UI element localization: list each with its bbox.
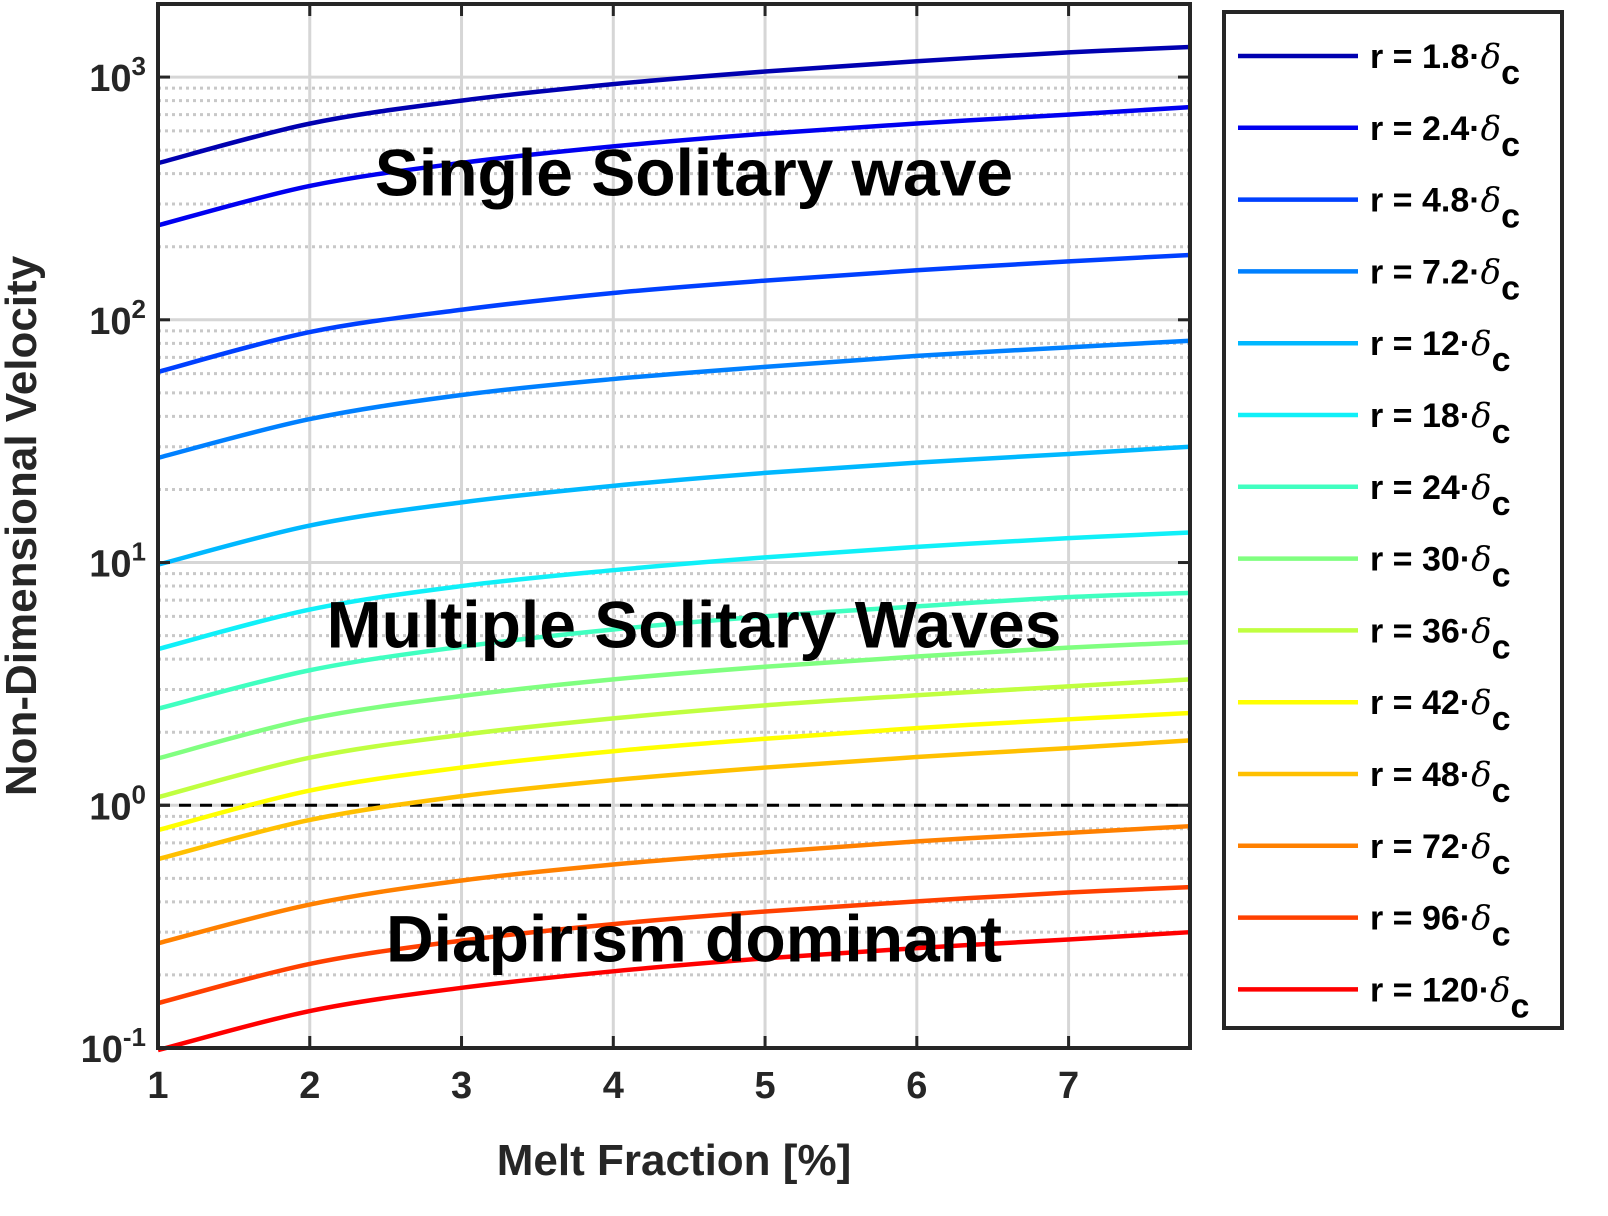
legend-label: r = 1.8·δc — [1370, 37, 1520, 92]
series-line — [157, 44, 1191, 166]
legend-label: r = 30·δc — [1370, 540, 1511, 595]
series-line — [157, 677, 1191, 800]
series-line — [157, 444, 1191, 567]
legend-label: r = 48·δc — [1370, 755, 1511, 810]
legend-label: r = 96·δc — [1370, 899, 1511, 954]
series-line — [157, 884, 1191, 1006]
x-tick-label: 1 — [147, 1065, 168, 1107]
legend-box — [1222, 10, 1564, 1030]
x-tick-label: 7 — [1058, 1065, 1079, 1107]
legend-label: r = 12·δc — [1370, 324, 1511, 379]
legend-label: r = 7.2·δc — [1370, 252, 1520, 307]
series-line — [157, 530, 1191, 652]
legend-label: r = 42·δc — [1370, 683, 1511, 738]
legend-label: r = 72·δc — [1370, 827, 1511, 882]
y-tick-label: 101 — [89, 537, 146, 586]
plot-frame — [156, 2, 1192, 1050]
series-line — [157, 639, 1191, 761]
legend-label: r = 18·δc — [1370, 396, 1511, 451]
y-tick-label: 100 — [89, 779, 146, 828]
series-line — [157, 252, 1191, 375]
x-tick-label: 5 — [754, 1065, 775, 1107]
annotations: Single Solitary wave Multiple Solitary Wa… — [327, 136, 1062, 976]
y-tick-label: 103 — [89, 51, 146, 100]
series-line — [157, 590, 1191, 711]
annotation-text: Multiple Solitary Waves — [327, 588, 1062, 662]
legend-label: r = 120·δc — [1370, 970, 1529, 1025]
series-line — [157, 738, 1191, 862]
annotation-text: Single Solitary wave — [375, 136, 1013, 210]
series-line — [157, 104, 1191, 228]
series-line — [157, 929, 1191, 1053]
annotation-text: Diapirism dominant — [386, 901, 1002, 975]
legend: r = 1.8·δc r = 2.4·δc r = 4.8·δc r = 7.2·δc… — [1238, 37, 1529, 1025]
series-line — [157, 823, 1191, 946]
ticks: 1 2 3 4 5 6 7 10-1 100 101 102 103 — [81, 4, 1190, 1107]
legend-label: r = 24·δc — [1370, 468, 1511, 523]
series-line — [157, 338, 1191, 461]
x-tick-label: 6 — [906, 1065, 927, 1107]
legend-label: r = 2.4·δc — [1370, 109, 1520, 164]
x-tick-label: 2 — [299, 1065, 320, 1107]
legend-label: r = 4.8·δc — [1370, 181, 1520, 236]
x-tick-label: 3 — [451, 1065, 472, 1107]
y-tick-label: 102 — [89, 294, 146, 343]
series-line — [157, 710, 1191, 833]
x-axis-label: Melt Fraction [%] — [497, 1136, 851, 1185]
series-lines — [157, 44, 1191, 1053]
legend-label: r = 36·δc — [1370, 611, 1511, 666]
y-tick-label: 10-1 — [81, 1022, 146, 1071]
x-tick-label: 4 — [603, 1065, 624, 1107]
y-axis-label: Non-Dimensional Velocity — [0, 255, 46, 796]
